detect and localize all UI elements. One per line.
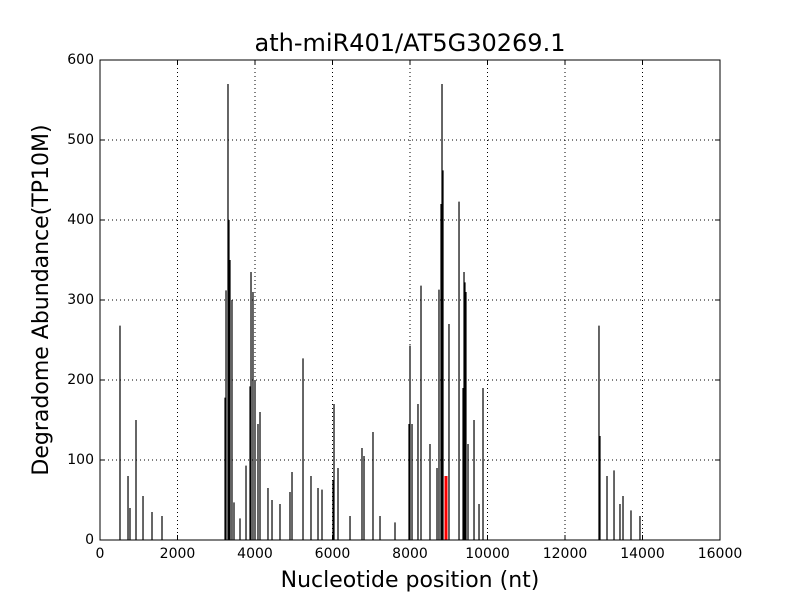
x-tick-label: 6000 — [315, 546, 351, 562]
x-tick-label: 14000 — [620, 546, 665, 562]
x-tick-label: 4000 — [237, 546, 273, 562]
y-tick-label: 400 — [67, 212, 94, 228]
y-axis-label: Degradome Abundance(TP10M) — [29, 124, 54, 475]
x-tick-label: 16000 — [698, 546, 743, 562]
x-tick-label: 0 — [96, 546, 105, 562]
y-tick-label: 100 — [67, 452, 94, 468]
chart-title: ath-miR401/AT5G30269.1 — [255, 29, 566, 57]
y-tick-label: 600 — [67, 52, 94, 68]
y-tick-label: 300 — [67, 292, 94, 308]
y-tick-label: 500 — [67, 132, 94, 148]
y-tick-label: 200 — [67, 372, 94, 388]
x-tick-label: 12000 — [543, 546, 588, 562]
x-tick-label: 2000 — [160, 546, 196, 562]
x-axis-label: Nucleotide position (nt) — [281, 568, 540, 593]
y-tick-label: 0 — [85, 532, 94, 548]
plot-frame — [99, 59, 721, 541]
x-tick-label: 10000 — [465, 546, 510, 562]
x-tick-label: 8000 — [392, 546, 428, 562]
